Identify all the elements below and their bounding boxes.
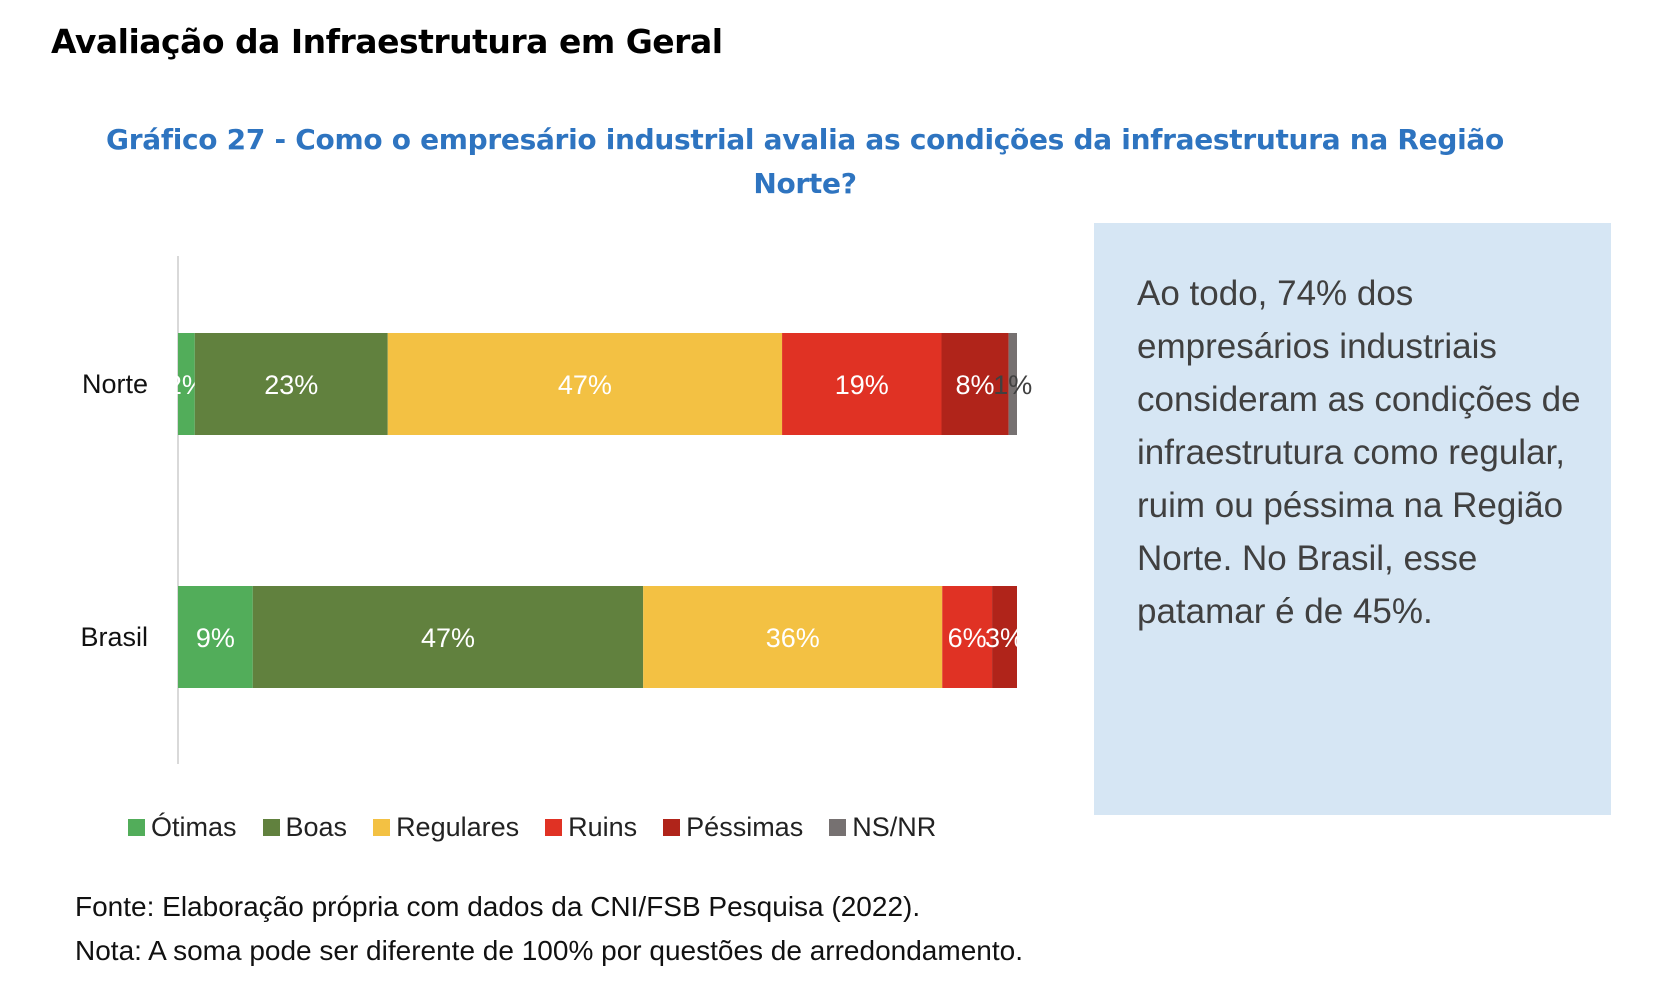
callout-box: Ao todo, 74% dos empresários industriais…	[1094, 223, 1611, 815]
data-label: 47%	[558, 370, 612, 400]
legend-item: Péssimas	[663, 812, 803, 843]
legend-swatch	[829, 819, 847, 836]
legend-swatch	[262, 819, 280, 836]
data-label: 8%	[956, 370, 995, 400]
callout-text: Ao todo, 74% dos empresários industriais…	[1137, 274, 1581, 631]
bar-segment-regulares	[387, 333, 783, 435]
bar-segment-timas	[178, 333, 195, 435]
chart-title: Gráfico 27 - Como o empresário industria…	[60, 118, 1550, 206]
section-heading: Avaliação da Infraestrutura em Geral	[51, 22, 723, 61]
category-label: Norte	[82, 369, 148, 399]
chart-title-line1: Gráfico 27 - Como o empresário industria…	[106, 123, 1504, 156]
chart-title-line2: Norte?	[753, 167, 857, 200]
legend-item: Ótimas	[128, 812, 237, 843]
legend-item: Regulares	[373, 812, 519, 843]
bar-segment-pssimas	[941, 333, 1009, 435]
bar-segment-regulares	[643, 586, 943, 688]
legend-label: Regulares	[396, 812, 520, 842]
legend-item: Boas	[262, 812, 348, 843]
data-label: 19%	[835, 370, 889, 400]
legend-item: Ruins	[545, 812, 637, 843]
bar-segment-boas	[194, 333, 388, 435]
legend-swatch	[373, 819, 391, 836]
data-label: 9%	[196, 623, 235, 653]
bar-segment-ruins	[782, 333, 942, 435]
bar-segment-ruins	[942, 586, 993, 688]
legend-swatch	[128, 819, 145, 836]
data-label: 1%	[993, 370, 1032, 400]
bar-segment-boas	[252, 586, 644, 688]
source-note: Fonte: Elaboração própria com dados da C…	[75, 891, 921, 922]
legend-label: Ótimas	[151, 812, 237, 842]
category-label: Brasil	[80, 622, 148, 652]
bar-segment-timas	[178, 586, 253, 688]
legend-swatch	[663, 819, 681, 836]
rounding-note: Nota: A soma pode ser diferente de 100% …	[75, 935, 1023, 966]
legend-label: Ruins	[568, 812, 638, 842]
bar-segment-nsnr	[1008, 333, 1017, 435]
chart-legend: Ótimas Boas Regulares Ruins Péssimas NS/NR	[128, 812, 936, 843]
legend-label: Péssimas	[686, 812, 804, 842]
footnotes: Fonte: Elaboração própria com dados da C…	[75, 885, 1023, 973]
legend-swatch	[545, 819, 563, 836]
data-label: 6%	[948, 623, 987, 653]
legend-label: Boas	[285, 812, 348, 842]
bar-segment-pssimas	[992, 586, 1017, 688]
data-label: 3%	[985, 623, 1024, 653]
data-label: 23%	[264, 370, 318, 400]
data-label: 47%	[421, 623, 475, 653]
data-label: 36%	[766, 623, 820, 653]
legend-label: NS/NR	[852, 812, 937, 842]
legend-item: NS/NR	[829, 812, 936, 843]
stacked-bar-chart: Norte 2% 23% 47% 19% 8%1%Brasil 9% 47% 36% 6%3%	[80, 256, 1032, 764]
